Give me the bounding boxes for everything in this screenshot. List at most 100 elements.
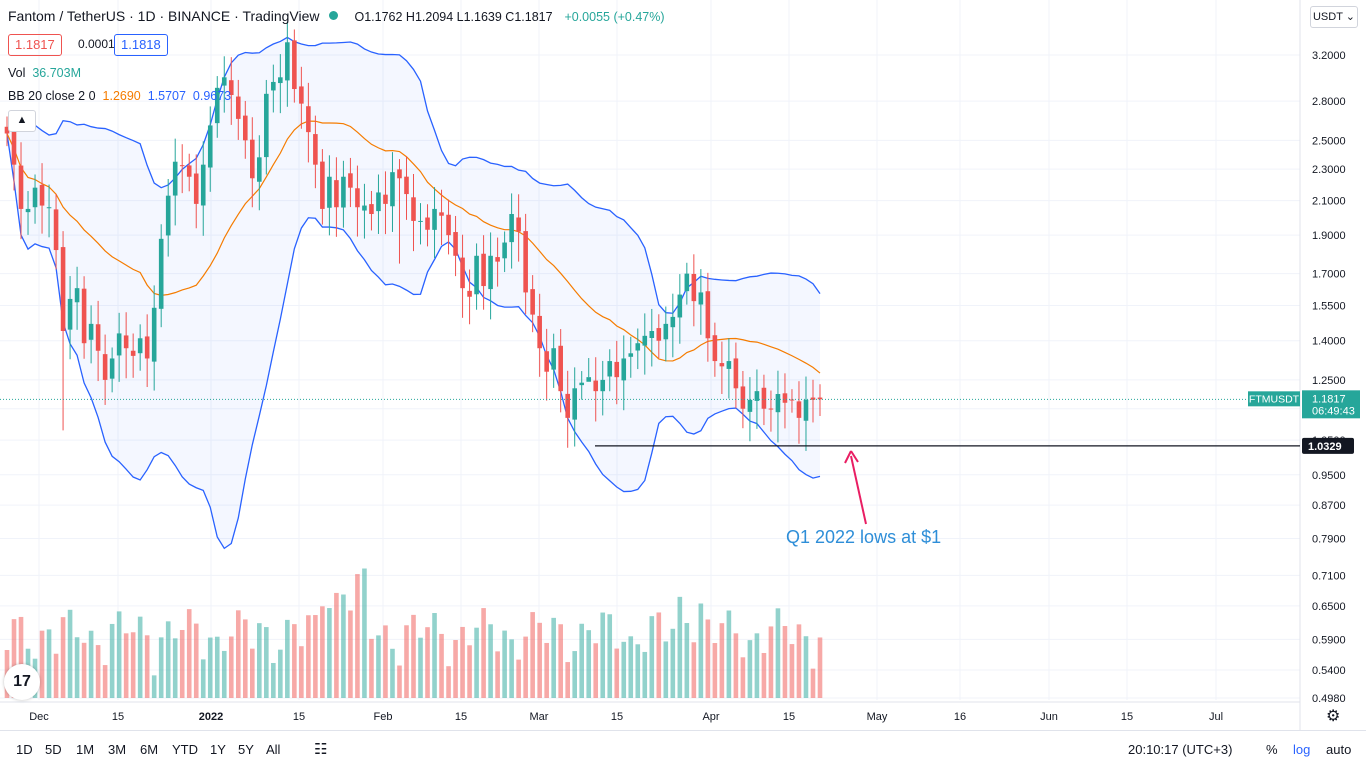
x-tick-label: Mar [530,711,549,723]
log-toggle[interactable]: log [1293,742,1311,757]
x-tick-label: Jun [1040,711,1058,723]
volume-bar [320,606,325,698]
candle [481,235,486,310]
candle [586,358,592,382]
y-tick-label: 0.6500 [1312,601,1346,613]
volume-bar [698,603,704,698]
volume-bar [446,666,451,698]
candle [635,328,641,370]
currency-label: USDT [1312,11,1343,23]
tradingview-logo[interactable]: 17 [4,664,40,700]
interval-5y[interactable]: 5Y [238,742,254,757]
volume-bar [537,622,542,698]
volume-bar [186,609,192,698]
candle [355,165,360,237]
candle [558,329,563,413]
volume-bar [502,630,507,698]
volume-bar [207,637,213,698]
candle [341,160,346,228]
sell-price-button[interactable]: 1.1817 [8,34,62,56]
interval-3m[interactable]: 3M [108,742,127,757]
volume-bar [586,630,592,698]
volume-bar [719,623,725,698]
volume-bar [775,608,781,698]
auto-toggle[interactable]: auto [1326,742,1352,757]
gear-icon[interactable]: ⚙ [1326,708,1341,725]
volume-bar [495,651,500,698]
volume-bar [649,616,655,698]
volume-bar [60,617,66,698]
interval-1d[interactable]: 1D [16,742,33,757]
volume-bar [481,608,486,698]
symbol-title[interactable]: Fantom / TetherUS · 1D · BINANCE · Tradi… [8,8,320,24]
hline-price-tag: 1.0329 [1302,437,1354,454]
candle [810,379,816,423]
y-tick-label: 0.5400 [1312,665,1346,677]
clock-time[interactable]: 20:10:17 (UTC+3) [1128,742,1233,757]
candle [151,285,157,391]
candle [726,338,732,399]
candle [607,349,613,392]
y-tick-label: 1.2500 [1312,375,1346,387]
date-range-icon[interactable]: ☷ [314,741,328,758]
volume-bar [369,638,374,698]
interval-5d[interactable]: 5D [45,742,62,757]
volume-bar [278,649,283,698]
volume-bar [200,659,206,698]
volume-bar [327,608,332,698]
percent-toggle[interactable]: % [1266,742,1278,757]
interval-1y[interactable]: 1Y [210,742,226,757]
interval-6m[interactable]: 6M [140,742,159,757]
volume-bar [488,624,493,698]
volume-bar [467,645,472,698]
candle [439,189,444,246]
currency-selector[interactable]: USDT ⌄ [1310,6,1358,28]
candle [551,333,556,388]
candle [544,328,549,401]
change-value: +0.0055 (+0.47%) [564,10,665,24]
volume-bar [453,640,458,698]
interval-1m[interactable]: 1M [76,742,95,757]
volume-bar [271,662,276,698]
candle [137,324,143,371]
volume-bar [355,574,360,698]
volume-bar [250,648,255,698]
candle [348,157,353,208]
candle [102,334,108,405]
volume-bar [18,616,24,698]
bb-legend[interactable]: BB 20 close 2 0 1.2690 1.5707 0.9673 [8,89,231,103]
x-tick-label: Jul [1209,711,1223,723]
y-tick-label: 2.5000 [1312,135,1346,147]
candle [642,313,648,375]
volume-bar [670,628,676,698]
collapse-legend-button[interactable]: ▲ [8,110,36,132]
volume-bar [39,630,45,698]
candle [250,117,255,208]
volume-bar [144,635,150,698]
candle [257,135,262,211]
volume-bar [46,629,52,698]
volume-bar [242,619,248,698]
x-tick-label: 15 [455,711,467,723]
candle [747,377,753,442]
candle [537,293,542,377]
y-tick-label: 3.2000 [1312,50,1346,62]
interval-all[interactable]: All [266,742,281,757]
candle [768,390,774,432]
volume-bar [579,623,585,698]
vol-label: Vol [8,66,26,80]
volume-bar [740,657,746,698]
chevron-up-icon: ▲ [16,114,28,126]
svg-text:FTMUSDT: FTMUSDT [1249,393,1300,405]
bollinger-bands [6,36,821,550]
candle [271,64,276,113]
svg-text:06:49:43: 06:49:43 [1312,405,1355,417]
interval-ytd[interactable]: YTD [172,742,198,757]
price-chart[interactable]: 3.2000 2.8000 2.5000 2.3000 2.1000 1.9000 1.70… [0,0,1366,730]
candle [614,340,620,405]
volume-legend[interactable]: Vol 36.703M [8,66,81,80]
buy-price-button[interactable]: 1.1818 [114,34,168,56]
volume-bar [235,610,241,698]
bb-upper-line [6,36,821,314]
volume-bar [803,636,809,698]
